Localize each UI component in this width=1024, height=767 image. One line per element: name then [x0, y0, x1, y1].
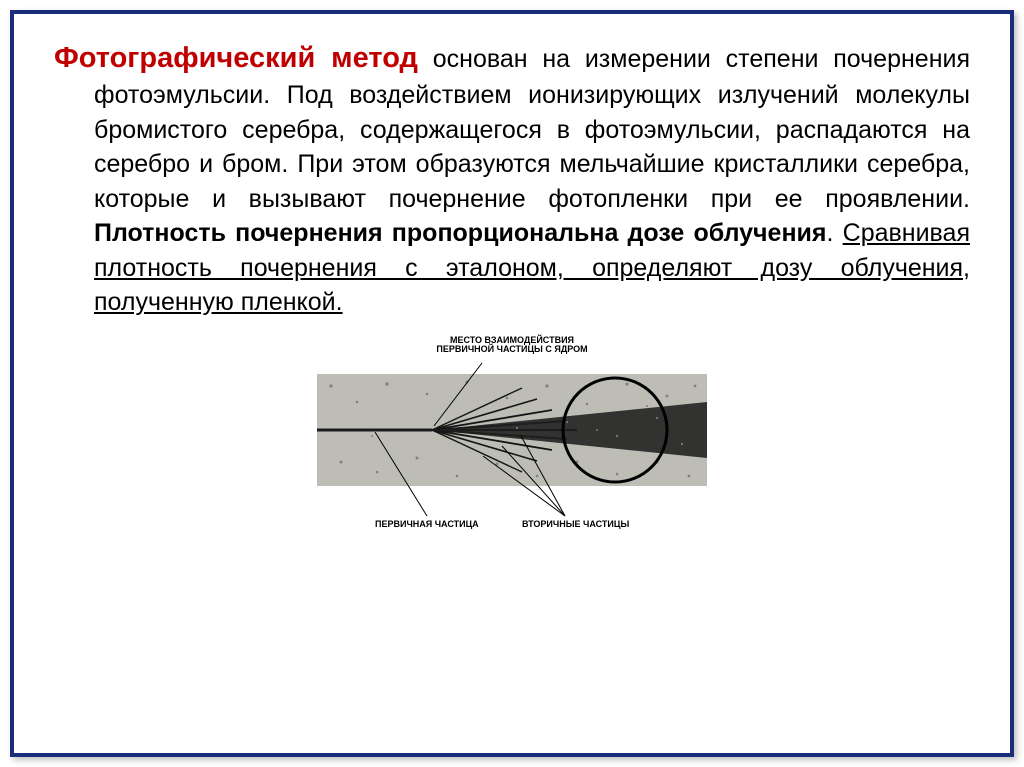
- label-top-line1: МЕСТО ВЗАИМОДЕЙСТВИЯ: [450, 335, 574, 345]
- slide-frame: Фотографический метод основан на измерен…: [10, 10, 1014, 757]
- emulsion-figure: МЕСТО ВЗАИМОДЕЙСТВИЯ ПЕРВИЧНОЙ ЧАСТИЦЫ С…: [317, 336, 707, 531]
- label-top-line2: ПЕРВИЧНОЙ ЧАСТИЦЫ С ЯДРОМ: [436, 344, 587, 354]
- label-secondary-particles: ВТОРИЧНЫЕ ЧАСТИЦЫ: [522, 519, 629, 529]
- label-primary-particle: ПЕРВИЧНАЯ ЧАСТИЦА: [375, 519, 479, 529]
- paragraph: Фотографический метод основан на измерен…: [54, 38, 970, 320]
- paragraph-block: Фотографический метод основан на измерен…: [54, 38, 970, 320]
- paragraph-part2: .: [827, 219, 843, 247]
- emulsion-svg: [317, 336, 707, 531]
- label-interaction-point: МЕСТО ВЗАИМОДЕЙСТВИЯ ПЕРВИЧНОЙ ЧАСТИЦЫ С…: [436, 336, 587, 356]
- paragraph-title: Фотографический метод: [54, 42, 418, 74]
- paragraph-bold: Плотность почернения пропорциональна доз…: [94, 219, 827, 247]
